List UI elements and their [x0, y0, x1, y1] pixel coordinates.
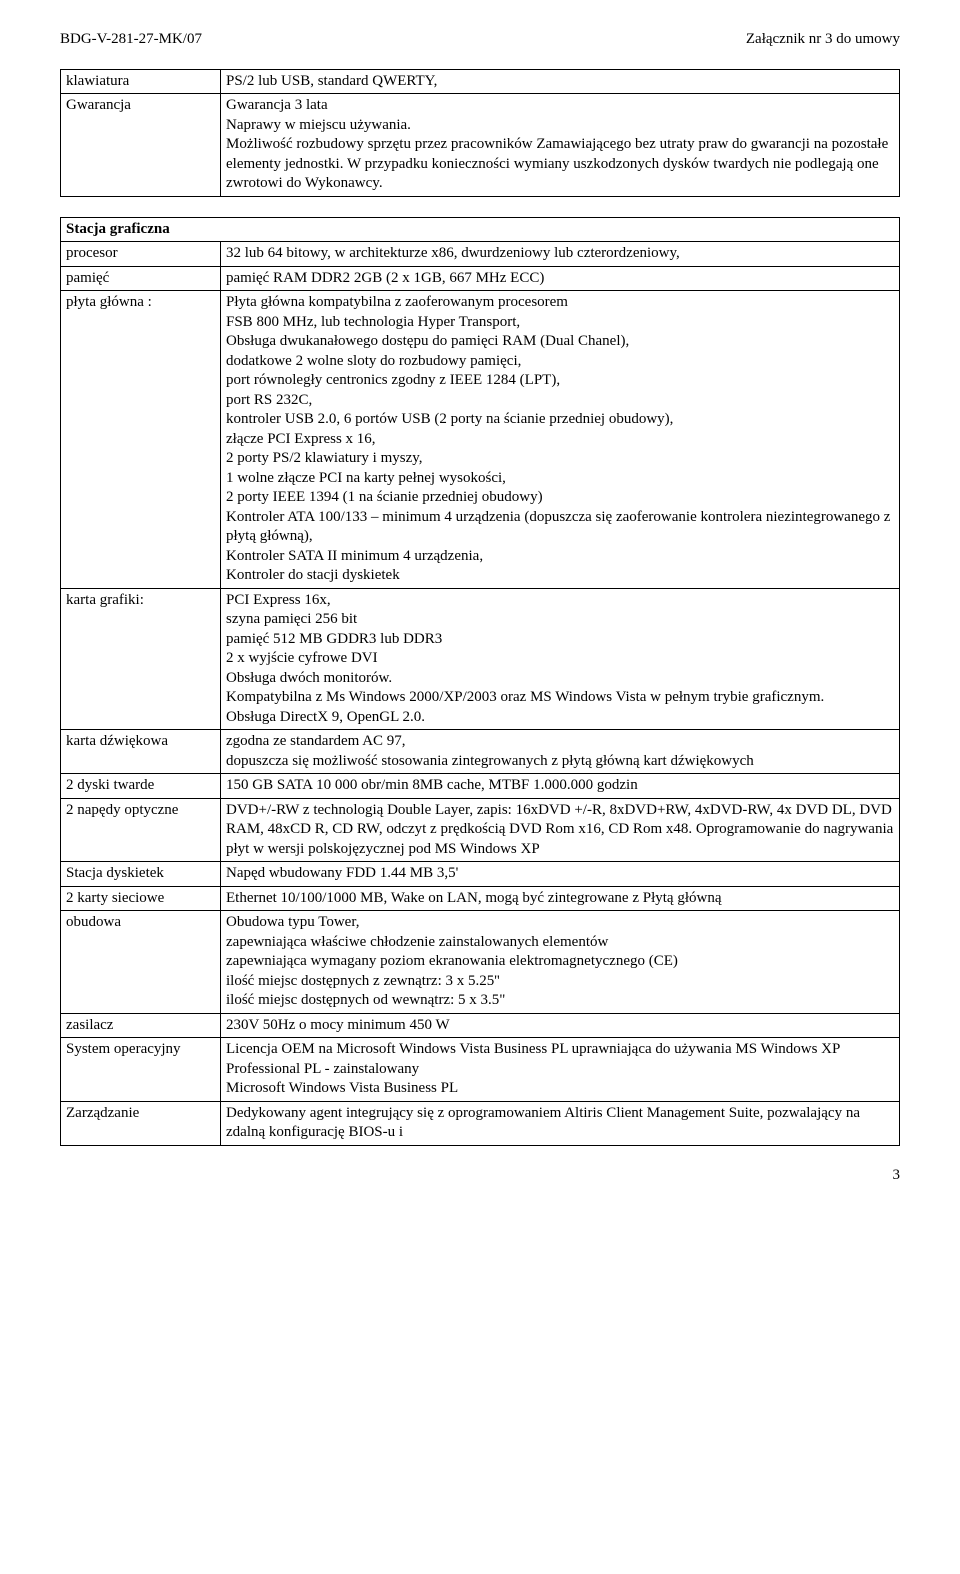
row-label: obudowa [61, 911, 221, 1014]
row-label: płyta główna : [61, 291, 221, 589]
table-row: karta dźwiękowazgodna ze standardem AC 9… [61, 730, 900, 774]
table-stacja-graficzna: Stacja graficznaprocesor32 lub 64 bitowy… [60, 217, 900, 1146]
table-row: pamięćpamięć RAM DDR2 2GB (2 x 1GB, 667 … [61, 266, 900, 291]
table-row: ZarządzanieDedykowany agent integrujący … [61, 1101, 900, 1145]
row-value: PS/2 lub USB, standard QWERTY, [221, 69, 900, 94]
row-label: procesor [61, 242, 221, 267]
row-value: Dedykowany agent integrujący się z oprog… [221, 1101, 900, 1145]
row-value: 32 lub 64 bitowy, w architekturze x86, d… [221, 242, 900, 267]
row-label: karta grafiki: [61, 588, 221, 730]
table-row: Stacja graficzna [61, 217, 900, 242]
table-row: 2 karty siecioweEthernet 10/100/1000 MB,… [61, 886, 900, 911]
row-label: System operacyjny [61, 1038, 221, 1102]
row-label: pamięć [61, 266, 221, 291]
row-value: Ethernet 10/100/1000 MB, Wake on LAN, mo… [221, 886, 900, 911]
row-label: Gwarancja [61, 94, 221, 197]
table-row: GwarancjaGwarancja 3 lata Naprawy w miej… [61, 94, 900, 197]
table-row: Stacja dyskietekNapęd wbudowany FDD 1.44… [61, 862, 900, 887]
row-value: zgodna ze standardem AC 97, dopuszcza si… [221, 730, 900, 774]
table-row: obudowaObudowa typu Tower, zapewniająca … [61, 911, 900, 1014]
row-label: 2 napędy optyczne [61, 798, 221, 862]
doc-id: BDG-V-281-27-MK/07 [60, 30, 202, 49]
row-label: Zarządzanie [61, 1101, 221, 1145]
page-number: 3 [60, 1166, 900, 1185]
row-value: Płyta główna kompatybilna z zaoferowanym… [221, 291, 900, 589]
row-value: Napęd wbudowany FDD 1.44 MB 3,5' [221, 862, 900, 887]
attachment-label: Załącznik nr 3 do umowy [746, 30, 900, 49]
row-label: klawiatura [61, 69, 221, 94]
table-keyboard-warranty: klawiaturaPS/2 lub USB, standard QWERTY,… [60, 69, 900, 197]
row-value: 150 GB SATA 10 000 obr/min 8MB cache, MT… [221, 774, 900, 799]
table-row: zasilacz230V 50Hz o mocy minimum 450 W [61, 1013, 900, 1038]
table-row: 2 napędy optyczneDVD+/-RW z technologią … [61, 798, 900, 862]
table-row: karta grafiki:PCI Express 16x, szyna pam… [61, 588, 900, 730]
table-row: 2 dyski twarde150 GB SATA 10 000 obr/min… [61, 774, 900, 799]
row-value: PCI Express 16x, szyna pamięci 256 bit p… [221, 588, 900, 730]
row-label: karta dźwiękowa [61, 730, 221, 774]
row-value: Gwarancja 3 lata Naprawy w miejscu używa… [221, 94, 900, 197]
row-value: Obudowa typu Tower, zapewniająca właściw… [221, 911, 900, 1014]
table-row: procesor32 lub 64 bitowy, w architekturz… [61, 242, 900, 267]
table-row: klawiaturaPS/2 lub USB, standard QWERTY, [61, 69, 900, 94]
document-header: BDG-V-281-27-MK/07 Załącznik nr 3 do umo… [60, 30, 900, 49]
table-row: System operacyjnyLicencja OEM na Microso… [61, 1038, 900, 1102]
row-value: DVD+/-RW z technologią Double Layer, zap… [221, 798, 900, 862]
table-row: płyta główna :Płyta główna kompatybilna … [61, 291, 900, 589]
row-value: pamięć RAM DDR2 2GB (2 x 1GB, 667 MHz EC… [221, 266, 900, 291]
row-value: Licencja OEM na Microsoft Windows Vista … [221, 1038, 900, 1102]
row-value: 230V 50Hz o mocy minimum 450 W [221, 1013, 900, 1038]
row-label: Stacja dyskietek [61, 862, 221, 887]
row-label: 2 karty sieciowe [61, 886, 221, 911]
row-label: 2 dyski twarde [61, 774, 221, 799]
section-title: Stacja graficzna [61, 217, 900, 242]
row-label: zasilacz [61, 1013, 221, 1038]
